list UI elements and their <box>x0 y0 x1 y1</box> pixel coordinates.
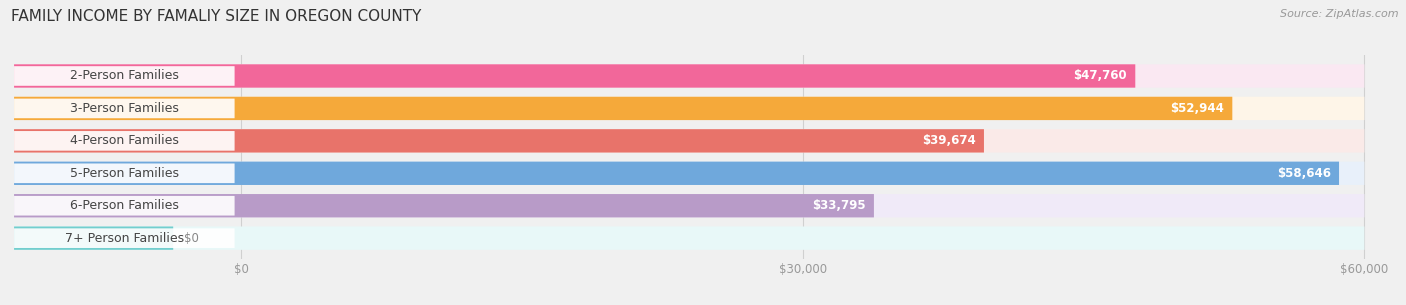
FancyBboxPatch shape <box>14 64 1135 88</box>
FancyBboxPatch shape <box>14 66 235 86</box>
FancyBboxPatch shape <box>14 194 875 217</box>
FancyBboxPatch shape <box>14 196 235 216</box>
FancyBboxPatch shape <box>14 97 1232 120</box>
Text: 7+ Person Families: 7+ Person Families <box>65 232 184 245</box>
FancyBboxPatch shape <box>14 129 984 152</box>
Text: FAMILY INCOME BY FAMALIY SIZE IN OREGON COUNTY: FAMILY INCOME BY FAMALIY SIZE IN OREGON … <box>11 9 422 24</box>
Text: $39,674: $39,674 <box>922 135 976 147</box>
FancyBboxPatch shape <box>14 162 1364 185</box>
FancyBboxPatch shape <box>14 129 1364 152</box>
Text: $0: $0 <box>184 232 200 245</box>
FancyBboxPatch shape <box>14 163 235 183</box>
FancyBboxPatch shape <box>14 99 235 118</box>
Text: 4-Person Families: 4-Person Families <box>70 135 179 147</box>
FancyBboxPatch shape <box>14 227 1364 250</box>
Text: $52,944: $52,944 <box>1170 102 1225 115</box>
Text: 2-Person Families: 2-Person Families <box>70 70 179 82</box>
Text: $33,795: $33,795 <box>813 199 866 212</box>
FancyBboxPatch shape <box>14 194 1364 217</box>
Text: 5-Person Families: 5-Person Families <box>70 167 179 180</box>
FancyBboxPatch shape <box>14 162 1339 185</box>
FancyBboxPatch shape <box>14 131 235 151</box>
Text: $58,646: $58,646 <box>1277 167 1330 180</box>
FancyBboxPatch shape <box>14 64 1364 88</box>
FancyBboxPatch shape <box>14 227 173 250</box>
Text: Source: ZipAtlas.com: Source: ZipAtlas.com <box>1281 9 1399 19</box>
Text: $47,760: $47,760 <box>1073 70 1128 82</box>
Text: 3-Person Families: 3-Person Families <box>70 102 179 115</box>
FancyBboxPatch shape <box>14 228 235 248</box>
FancyBboxPatch shape <box>14 97 1364 120</box>
Text: 6-Person Families: 6-Person Families <box>70 199 179 212</box>
